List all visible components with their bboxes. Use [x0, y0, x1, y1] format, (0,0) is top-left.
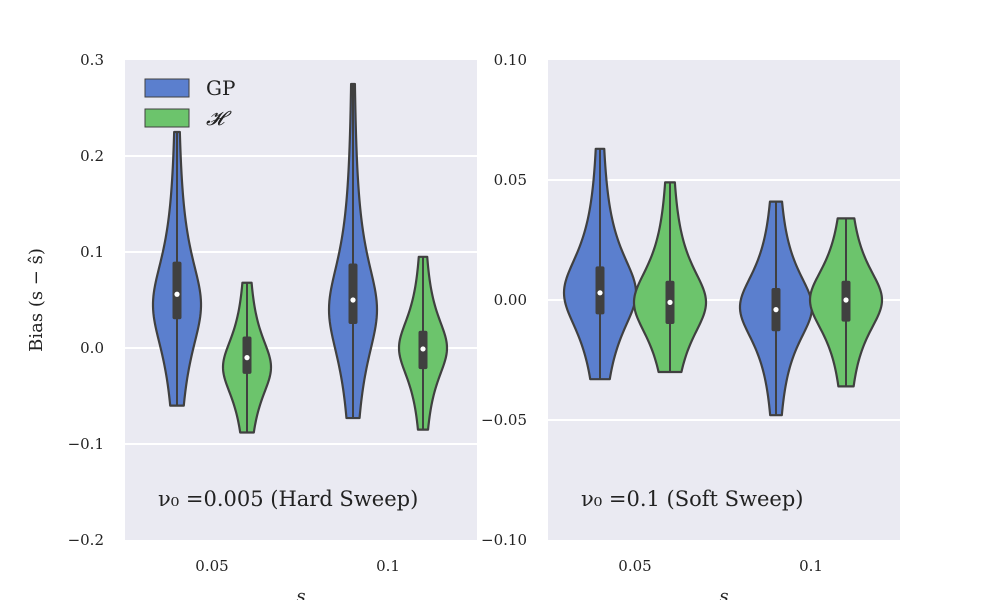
legend-label-gp: GP [206, 76, 235, 100]
panel-hard-sweep-annotation: ν₀ =0.005 (Hard Sweep) [158, 487, 418, 511]
x-axis-label-left: s [296, 586, 305, 600]
panel-soft-sweep-xticks: 0.05 0.1 [618, 557, 823, 575]
violin-median [667, 299, 673, 305]
y-axis-label: Bias (s − ŝ) [26, 248, 47, 352]
violin-median [597, 290, 603, 296]
x-tick-label: 0.1 [376, 557, 400, 575]
violin-median [350, 297, 356, 303]
panel-soft-sweep-violins [562, 147, 884, 417]
y-tick-label: 0.1 [80, 243, 104, 261]
y-tick-label: 0.0 [80, 339, 104, 357]
x-tick-label: 0.05 [618, 557, 651, 575]
x-tick-label: 0.05 [195, 557, 228, 575]
panel-hard-sweep-yticks: −0.2 −0.1 0.0 0.1 0.2 0.3 [68, 51, 104, 549]
y-tick-label: −0.2 [68, 531, 104, 549]
x-axis-label-right: s [719, 586, 728, 600]
legend-swatch-gp [144, 78, 190, 98]
panel-soft-sweep-annotation: ν₀ =0.1 (Soft Sweep) [581, 487, 804, 511]
y-tick-label: −0.05 [481, 411, 527, 429]
violin-median [174, 291, 180, 297]
violin-median [244, 355, 250, 361]
y-tick-label: −0.10 [481, 531, 527, 549]
violin-median [843, 297, 849, 303]
y-tick-label: −0.1 [68, 435, 104, 453]
panel-hard-sweep-violins [151, 82, 449, 434]
violin-median [420, 346, 426, 352]
y-tick-label: 0.3 [80, 51, 104, 69]
panel-hard-sweep-xticks: 0.05 0.1 [195, 557, 400, 575]
legend: GP 𝓗 [144, 76, 235, 130]
x-tick-label: 0.1 [799, 557, 823, 575]
legend-swatch-h [144, 108, 190, 128]
y-tick-label: 0.2 [80, 147, 104, 165]
y-tick-label: 0.10 [494, 51, 527, 69]
violin-iqr-box [172, 261, 182, 320]
violin-median [773, 307, 779, 313]
y-tick-label: 0.00 [494, 291, 527, 309]
panel-soft-sweep-yticks: −0.10 −0.05 0.00 0.05 0.10 [481, 51, 527, 549]
y-tick-label: 0.05 [494, 171, 527, 189]
violin-iqr-box [348, 263, 358, 324]
